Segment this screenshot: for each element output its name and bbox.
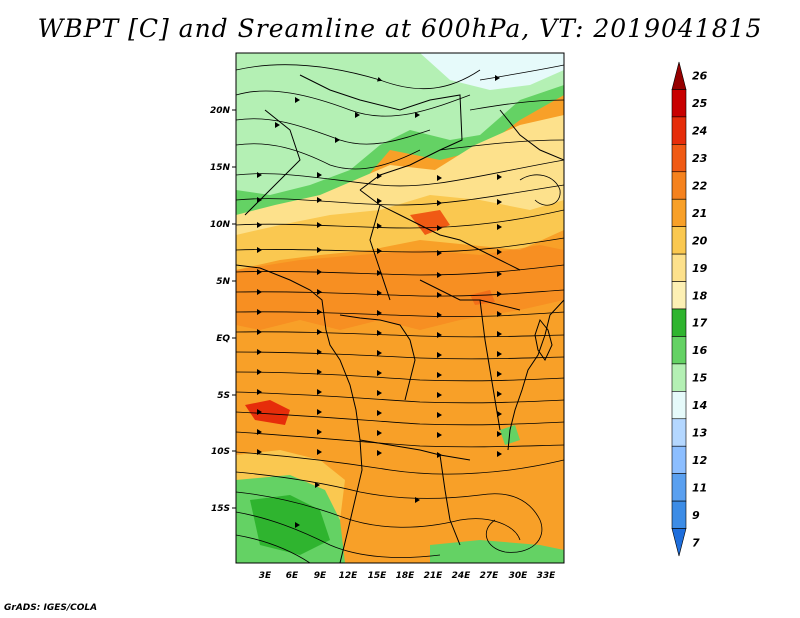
colorbar-swatch	[671, 89, 687, 118]
colorbar-swatch	[671, 198, 687, 227]
lat-tick-label: 20N	[210, 106, 231, 116]
lon-tick-label: 21E	[424, 571, 444, 581]
colorbar-label: 18	[692, 289, 708, 302]
lat-tick-label: 10S	[211, 447, 230, 457]
colorbar-label: 11	[692, 481, 707, 494]
lon-tick-label: 18E	[396, 571, 416, 581]
colorbar-label: 12	[692, 454, 708, 467]
colorbar-label: 21	[692, 207, 707, 220]
lon-tick-label: 3E	[259, 571, 272, 581]
colorbar-label: 14	[692, 399, 707, 412]
streamline-arrows	[257, 75, 502, 528]
colorbar-swatch	[671, 500, 687, 529]
lon-tick-label: 30E	[509, 571, 529, 581]
colorbar-label: 26	[692, 70, 708, 83]
colorbar-label: 13	[692, 427, 708, 440]
boundaries	[236, 74, 564, 563]
colorbar-swatch	[671, 61, 687, 90]
colorbar-label: 23	[692, 152, 708, 165]
colorbar-swatch	[671, 445, 687, 474]
lon-tick-label: 27E	[480, 571, 500, 581]
wbpt-field	[236, 53, 564, 563]
lat-axis: 20N 15N 10N 5N EQ 5S 10S 15S	[210, 106, 236, 514]
lon-tick-label: 33E	[537, 571, 557, 581]
colorbar-swatch	[671, 473, 687, 502]
lat-tick-label: EQ	[216, 334, 230, 344]
colorbar-swatch	[671, 391, 687, 420]
colorbar-swatch	[671, 253, 687, 282]
lon-tick-label: 15E	[368, 571, 388, 581]
colorbar-swatch	[671, 363, 687, 392]
lat-tick-label: 15S	[211, 504, 230, 514]
lon-tick-label: 12E	[339, 571, 359, 581]
colorbar-swatch	[671, 226, 687, 255]
colorbar: 26 25 24 23 22 21 20 19 18 17 16 15 14 13 12 11 9 7	[671, 61, 708, 557]
colorbar-swatch	[671, 418, 687, 447]
lat-tick-label: 15N	[210, 163, 231, 173]
credit-label: GrADS: IGES/COLA	[4, 603, 98, 613]
colorbar-label: 25	[692, 97, 708, 110]
colorbar-swatch	[671, 116, 687, 145]
colorbar-label: 22	[692, 180, 708, 193]
map-frame	[235, 52, 565, 564]
streamlines	[236, 64, 564, 563]
colorbar-label: 15	[692, 372, 708, 385]
colorbar-label: 24	[692, 125, 707, 138]
lon-axis: 3E 6E 9E 12E 15E 18E 21E 24E 27E 30E 33E	[259, 571, 556, 581]
colorbar-swatch	[671, 171, 687, 200]
colorbar-swatch	[671, 144, 687, 173]
lon-tick-label: 24E	[452, 571, 472, 581]
chart-title: WBPT [C] and Sreamline at 600hPa, VT: 20…	[37, 14, 763, 43]
colorbar-swatch	[671, 281, 687, 310]
lon-tick-label: 9E	[314, 571, 327, 581]
colorbar-label: 16	[692, 344, 708, 357]
colorbar-label: 17	[692, 317, 708, 330]
lon-tick-label: 6E	[286, 571, 299, 581]
colorbar-swatch	[671, 308, 687, 337]
colorbar-label: 7	[692, 536, 700, 549]
lat-tick-label: 5N	[216, 277, 230, 287]
lat-tick-label: 10N	[210, 220, 231, 230]
colorbar-swatch	[671, 528, 687, 557]
colorbar-swatch	[671, 336, 687, 365]
lat-tick-label: 5S	[217, 391, 230, 401]
colorbar-label: 20	[692, 234, 708, 247]
colorbar-label: 9	[692, 509, 700, 522]
colorbar-label: 19	[692, 262, 708, 275]
